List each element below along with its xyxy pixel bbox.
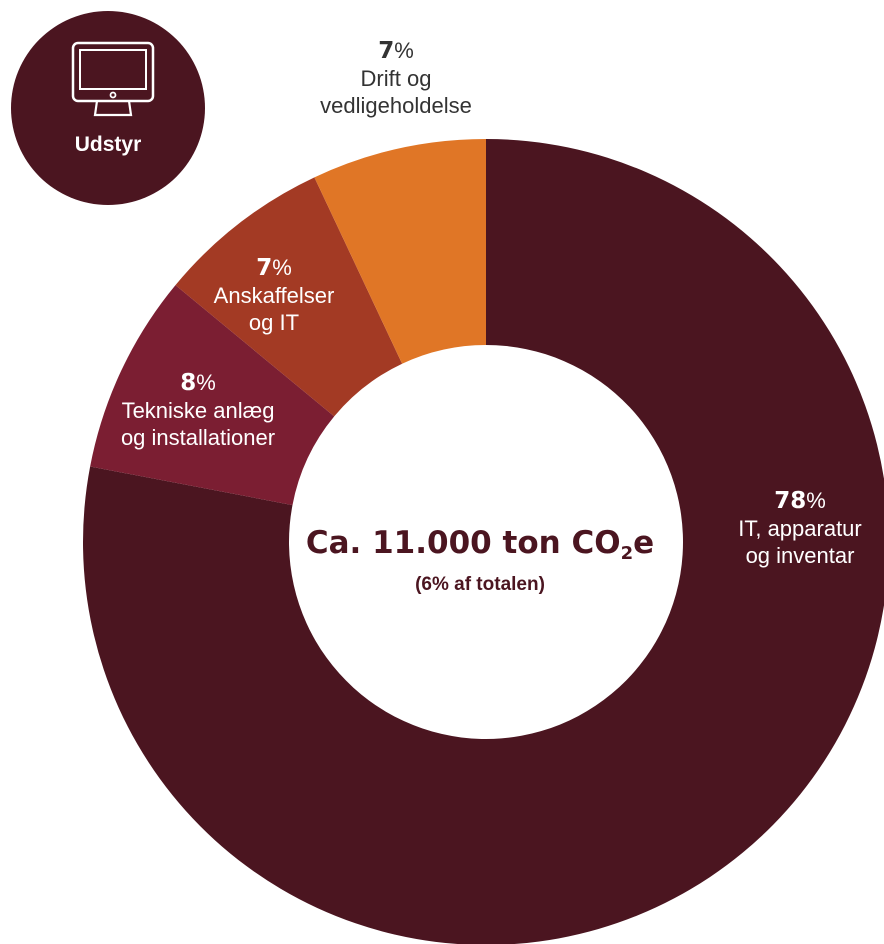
slice-label-tekniske: 8% Tekniske anlæg og installationer [98, 369, 298, 451]
badge-label: Udstyr [74, 133, 142, 156]
slice-label-anskaffelser: 7% Anskaffelser og IT [184, 254, 364, 336]
center-total-end: e [633, 525, 655, 561]
slice-pct: 7 [256, 255, 273, 281]
slice-label-it-apparatur: 78% IT, apparatur og inventar [700, 487, 884, 569]
slice-tekniske-anlaeg [90, 285, 335, 506]
slice-name-line2: og IT [248, 310, 300, 335]
slice-it-apparatur [83, 139, 884, 944]
slice-name-line2: vedligeholdelse [320, 93, 472, 118]
center-total-main: Ca. 11.000 ton CO [305, 525, 621, 561]
monitor-icon [71, 41, 155, 117]
slice-pct: 7 [378, 38, 395, 64]
slice-pct: 78 [774, 488, 807, 514]
slice-pct: 8 [180, 370, 197, 396]
slice-name-line1: Tekniske anlæg [121, 398, 275, 423]
slice-name-line1: IT, apparatur [738, 516, 862, 541]
category-badge: Udstyr [11, 11, 205, 205]
center-share: (6% af totalen) [415, 574, 545, 595]
center-total: Ca. 11.000 ton CO2e [280, 525, 680, 564]
slice-name-line2: og inventar [745, 543, 855, 568]
slice-drift [314, 139, 486, 364]
slice-label-drift: 7% Drift og vedligeholdelse [296, 37, 496, 119]
slice-name-line1: Anskaffelser [213, 283, 335, 308]
center-total-subscript: 2 [620, 543, 634, 564]
slice-name-line1: Drift og [360, 66, 432, 91]
slice-name-line2: og installationer [120, 425, 276, 450]
slice-anskaffelser [175, 177, 403, 417]
